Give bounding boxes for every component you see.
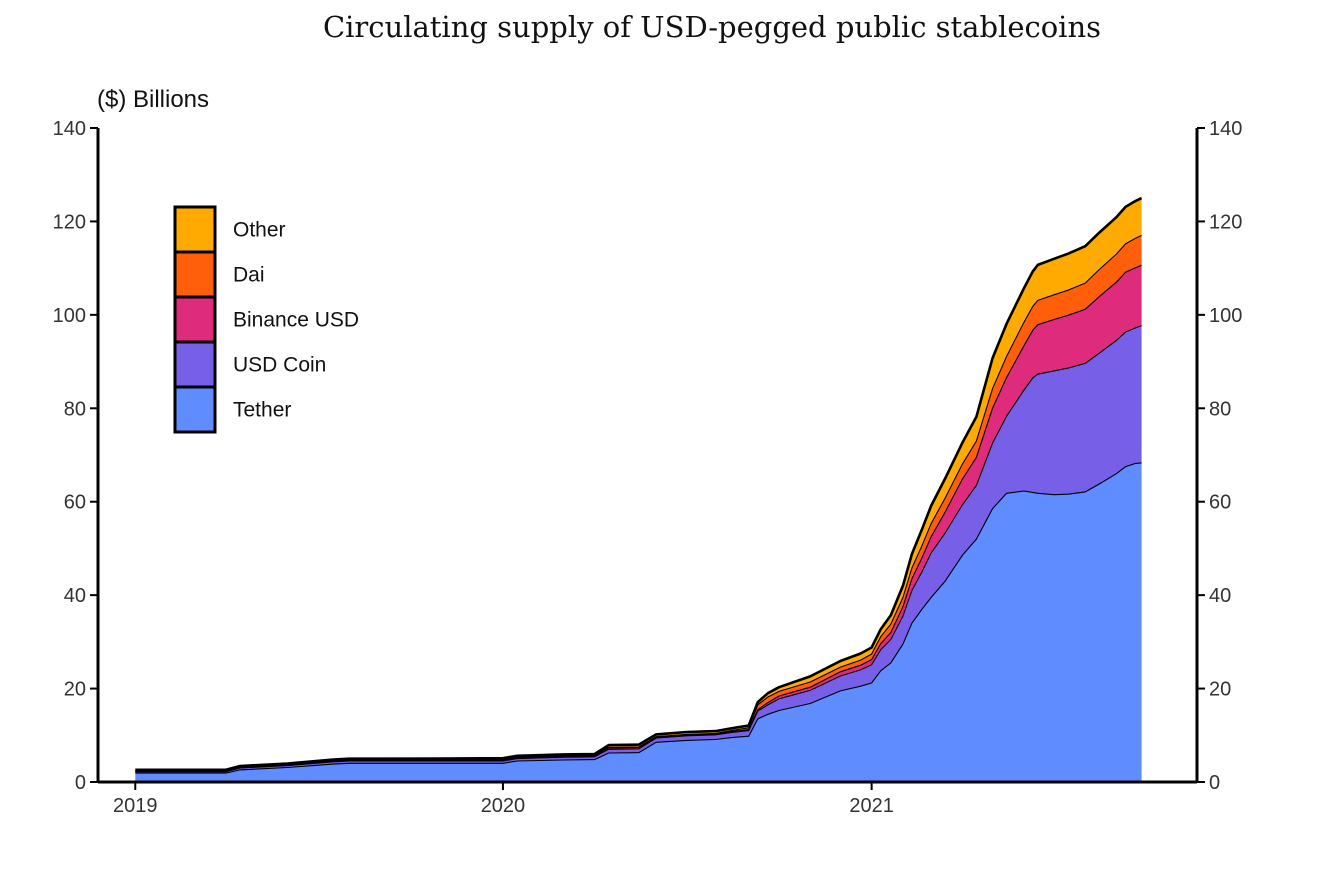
y-tick-label-right: 40 [1209, 585, 1231, 607]
legend-swatch-binance-usd [173, 295, 217, 344]
y-tick-label-left: 80 [64, 398, 86, 420]
area-usd-coin [135, 325, 1142, 774]
area-tether [135, 462, 1142, 782]
chart-title: Circulating supply of USD-pegged public … [322, 10, 1102, 44]
legend-label-binance-usd: Binance USD [233, 309, 359, 332]
boundary-line-usd-coin [135, 325, 1142, 773]
legend-swatch-usd-coin [173, 340, 217, 389]
legend-label-tether: Tether [233, 399, 291, 422]
y-tick-label-right: 100 [1209, 305, 1242, 327]
y-tick-label-left: 140 [53, 118, 86, 140]
x-tick-label: 2021 [849, 795, 894, 817]
y-tick-label-left: 20 [64, 679, 86, 701]
x-tick-label: 2020 [481, 795, 526, 817]
legend-swatch-tether [173, 385, 217, 434]
y-tick-label-right: 0 [1209, 772, 1220, 794]
legend-label-dai: Dai [233, 264, 265, 287]
area-series-layer [135, 196, 1143, 782]
boundary-line-other [135, 196, 1143, 772]
y-tick-label-right: 80 [1209, 398, 1231, 420]
boundary-line-dai [135, 234, 1142, 772]
legend-label-other: Other [233, 219, 286, 242]
y-tick-label-right: 140 [1209, 118, 1242, 140]
y-tick-label-left: 100 [53, 305, 86, 327]
y-tick-label-right: 20 [1209, 679, 1231, 701]
y-tick-label-right: 60 [1209, 492, 1231, 514]
legend: Other Dai Binance USD USD Coin Tether [173, 205, 359, 434]
x-tick-label: 2019 [113, 795, 158, 817]
y-tick-label-left: 60 [64, 492, 86, 514]
legend-swatch-other [173, 205, 217, 254]
y-tick-label-left: 40 [64, 585, 86, 607]
y-tick-label-right: 120 [1209, 211, 1242, 233]
legend-label-usd-coin: USD Coin [233, 354, 326, 377]
legend-swatch-dai [173, 250, 217, 299]
y-axis-unit-label: ($) Billions [97, 86, 209, 113]
y-tick-label-left: 120 [53, 211, 86, 233]
boundary-line-tether [135, 462, 1142, 774]
y-tick-label-left: 0 [75, 772, 86, 794]
